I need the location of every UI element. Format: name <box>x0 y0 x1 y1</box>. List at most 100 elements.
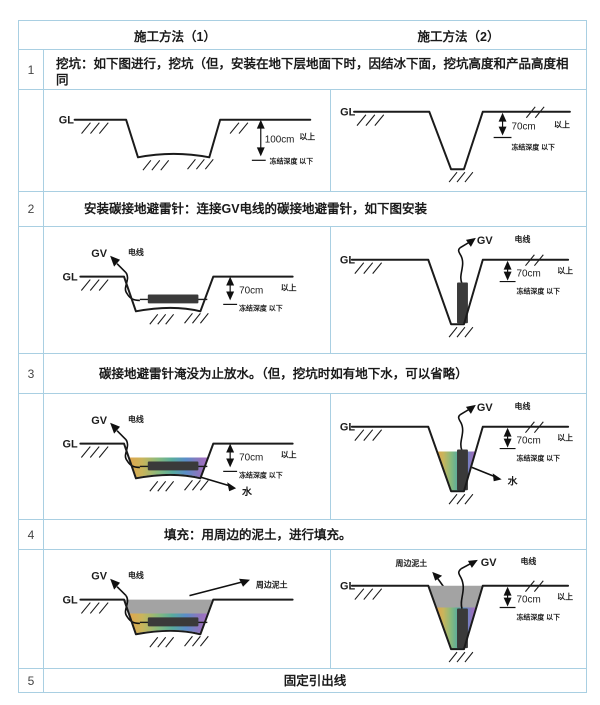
step4-number: 4 <box>19 520 44 549</box>
step2-method1-cell: GV 电线 GL 70cm 以上 冻结深度 以下 <box>44 227 331 353</box>
ground-level-label: GL <box>340 255 355 267</box>
wire-label: 电线 <box>128 247 144 257</box>
frost-depth-label: 冻结深度 以下 <box>511 142 555 151</box>
step3-row: 3 碳接地避雷针淹没为止放水。（但，挖坑时如有地下水，可以省略） <box>19 353 586 393</box>
ground-level-label: GL <box>340 422 355 434</box>
gv-label: GV <box>477 235 493 247</box>
ground-hatching <box>356 106 545 183</box>
water-arrowhead <box>227 482 237 492</box>
ground-level-label: GL <box>59 115 74 127</box>
step3-text: 碳接地避雷针淹没为止放水。（但，挖坑时如有地下水，可以省略） <box>99 366 468 381</box>
above-label: 以上 <box>557 266 573 276</box>
step3-method2-cell: GV 电线 GL 70cm 以上 冻结深度 以下 水 <box>331 394 586 519</box>
arrowhead-up <box>503 586 512 596</box>
cable <box>124 595 140 625</box>
arrowhead-down <box>226 458 235 468</box>
cable <box>457 568 465 609</box>
soil-fill <box>428 585 483 608</box>
gv-arrow-line <box>116 430 127 441</box>
cable <box>124 272 140 302</box>
depth-70cm-label: 70cm <box>511 122 535 133</box>
diagram-install-rod-method1: GV 电线 GL 70cm 以上 冻结深度 以下 <box>62 247 297 325</box>
gv-arrowhead <box>467 559 478 568</box>
depth-70cm-label: 70cm <box>517 269 541 280</box>
water-arrowhead <box>492 473 502 482</box>
depth-100cm-label: 100cm <box>265 134 295 145</box>
ground-hatching <box>354 421 544 505</box>
step1-diagram-row: GL 100cm 以上 冻结深度 以下 GL 70cm <box>19 89 586 191</box>
diagram-add-water-method2: GV 电线 GL 70cm 以上 冻结深度 以下 水 <box>340 401 573 505</box>
gv-label: GV <box>477 402 493 414</box>
frost-depth-label: 冻结深度 以下 <box>239 470 283 479</box>
wire-label: 电线 <box>128 414 144 424</box>
arrowhead-down <box>503 271 512 281</box>
arrowhead-up <box>226 443 235 453</box>
arrowhead-up <box>226 276 235 286</box>
ground-level-label: GL <box>63 595 78 607</box>
gv-label: GV <box>481 557 497 569</box>
gv-arrow-line <box>116 586 127 597</box>
gv-label: GV <box>91 415 107 427</box>
step2-method2-cell: GV 电线 GL 70cm 以上 冻结深度 以下 <box>331 227 586 353</box>
step-num-spacer <box>19 550 44 668</box>
frost-depth-label: 冻结深度 以下 <box>517 612 561 621</box>
cable <box>457 414 464 451</box>
diagram-install-rod-method2: GV 电线 GL 70cm 以上 冻结深度 以下 <box>340 234 573 338</box>
ground-pit-outline <box>79 598 294 636</box>
ground-pit-outline <box>73 118 312 159</box>
surrounding-soil-label: 周边泥土 <box>396 558 428 568</box>
header-method-2: 施工方法（2） <box>417 29 500 44</box>
diagram-backfill-method2: 周边泥土 GV 电线 GL 70cm 以上 冻结深度 <box>340 556 573 663</box>
diagram-backfill-method1: GV 电线 GL 周边泥土 <box>63 570 294 648</box>
step1-number: 1 <box>19 50 44 89</box>
carbon-rod <box>147 294 199 304</box>
carbon-rod <box>147 617 199 627</box>
ground-pit-outline <box>350 584 570 651</box>
carbon-rod <box>457 608 468 649</box>
carbon-rod <box>147 461 199 471</box>
gv-arrowhead <box>110 578 121 590</box>
above-label: 以上 <box>281 282 297 292</box>
step1-text: 挖坑：如下图进行，挖坑（但，安装在地下层地面下时，因结冰下面，挖坑高度和产品高度… <box>56 57 569 87</box>
gv-label: GV <box>91 248 107 260</box>
depth-70cm-label: 70cm <box>517 436 541 447</box>
surrounding-soil-label: 周边泥土 <box>256 580 288 590</box>
ground-level-label: GL <box>62 272 77 284</box>
step4-row: 4 填充：用周边的泥土，进行填充。 <box>19 519 586 549</box>
water-arrow-line <box>201 476 232 488</box>
diagram-dig-pit-method2: GL 70cm 以上 冻结深度 以下 <box>340 106 571 183</box>
cable <box>124 439 140 469</box>
arrowhead-down <box>503 597 512 607</box>
step1-method2-cell: GL 70cm 以上 冻结深度 以下 <box>331 90 586 191</box>
frost-depth-label: 冻结深度 以下 <box>270 156 314 165</box>
construction-method-table: 施工方法（1） 施工方法（2） 1 挖坑：如下图进行，挖坑（但，安装在地下层地面… <box>18 20 587 693</box>
gv-arrow-line <box>116 263 127 274</box>
ground-hatching <box>80 602 209 648</box>
soil-arrowhead <box>239 578 250 587</box>
arrowhead-up <box>503 260 512 270</box>
diagram-add-water-method1: GV 电线 GL 70cm 以上 冻结深度 以下 <box>62 414 296 498</box>
wire-label: 电线 <box>515 401 531 411</box>
arrowhead-down <box>256 147 265 157</box>
water-arrow-line <box>471 466 497 479</box>
carbon-rod <box>457 449 468 491</box>
wire-label: 电线 <box>520 556 536 566</box>
soil-arrow-line <box>189 580 244 597</box>
ground-pit-outline <box>79 442 294 480</box>
frost-depth-label: 冻结深度 以下 <box>239 303 283 312</box>
ground-hatching <box>81 122 249 171</box>
arrowhead-up <box>498 112 507 122</box>
gv-arrowhead <box>465 404 476 414</box>
soil-arrowhead <box>432 571 443 581</box>
ground-hatching <box>354 254 544 338</box>
step2-diagram-row: GV 电线 GL 70cm 以上 冻结深度 以下 <box>19 226 586 353</box>
arrowhead-up <box>503 427 512 437</box>
carbon-rod <box>457 282 468 324</box>
ground-pit-outline <box>79 275 294 313</box>
step2-number: 2 <box>19 192 44 226</box>
frost-depth-label: 冻结深度 以下 <box>517 286 561 295</box>
ground-level-label: GL <box>62 439 77 451</box>
wire-label: 电线 <box>515 234 531 244</box>
step2-text: 安装碳接地避雷针：连接GV电线的碳接地避雷针，如下图安装 <box>84 202 428 216</box>
step4-diagram-row: GV 电线 GL 周边泥土 <box>19 549 586 668</box>
